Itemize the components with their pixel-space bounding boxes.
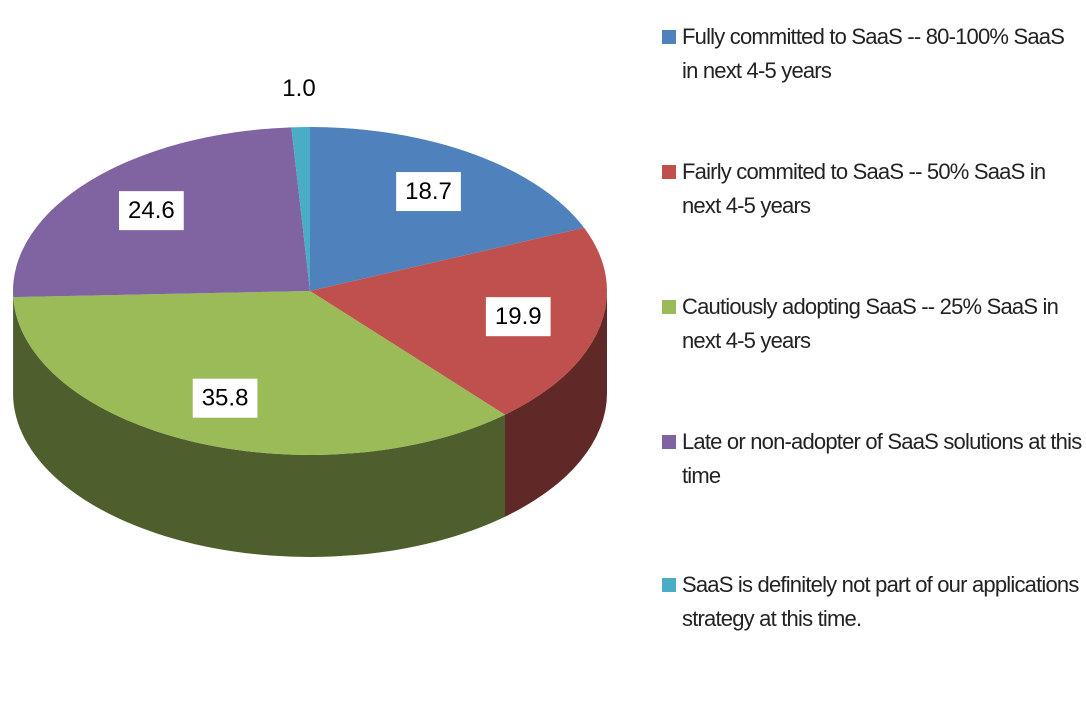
data-label-text: 18.7 [405,178,452,205]
data-label-box [192,378,258,418]
data-label-box [119,191,184,231]
data-label-text: 24.6 [128,197,175,224]
legend-label: Late or non-adopter of SaaS solutions at… [682,429,1082,488]
slice [291,127,310,291]
data-label-box [485,297,551,337]
data-label-text: 19.9 [495,303,542,330]
legend-label: Cautiously adopting SaaS -- 25% SaaS in … [682,294,1059,353]
data-label-box [396,172,461,212]
legend-swatch [662,435,676,449]
data-label: 1.0 [282,75,315,102]
legend-swatch [662,165,676,179]
pie-area: 18.7 19.9 35.8 24.6 1.0 [13,75,607,558]
data-label: 18.7 [396,172,461,212]
legend-entry: Late or non-adopter of SaaS solutions at… [662,425,1082,493]
legend-swatch [662,30,676,44]
data-label: 24.6 [119,191,184,231]
data-label: 19.9 [485,297,551,337]
legend-entry: Fully committed to SaaS -- 80-100% SaaS … [662,20,1082,88]
data-label-text: 1.0 [282,75,315,102]
legend-label: Fully committed to SaaS -- 80-100% SaaS … [682,24,1065,83]
slice-side [505,291,607,517]
data-label-text: 35.8 [202,385,249,412]
legend-label: SaaS is definitely not part of our appli… [682,572,1079,631]
slice [13,291,506,456]
legend-entry: Cautiously adopting SaaS -- 25% SaaS in … [662,290,1082,358]
legend-label: Fairly commited to SaaS -- 50% SaaS in n… [682,159,1046,218]
data-label: 35.8 [192,378,258,418]
slice [310,227,607,415]
legend-entry: Fairly commited to SaaS -- 50% SaaS in n… [662,155,1082,223]
legend-swatch [662,300,676,314]
legend-swatch [662,578,676,592]
slice-side [13,297,506,558]
legend-entry: SaaS is definitely not part of our appli… [662,568,1082,636]
